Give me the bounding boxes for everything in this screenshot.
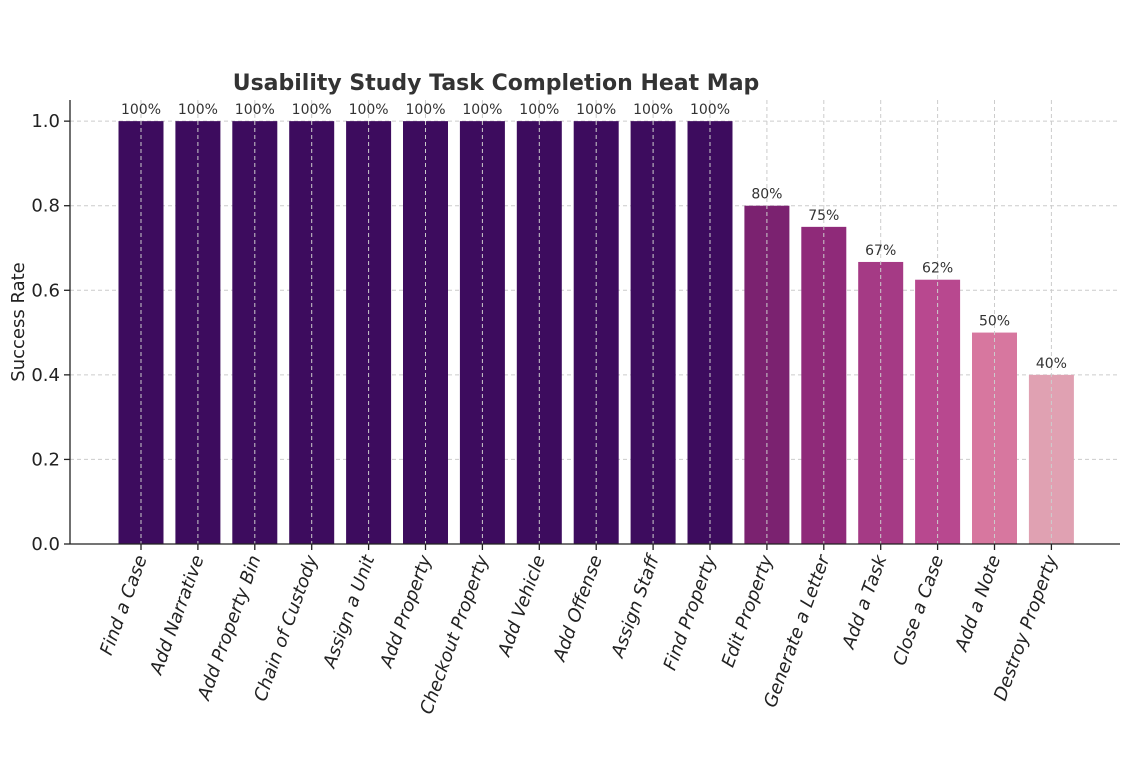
data-label: 100% (690, 102, 730, 118)
x-tick-label: Add Narrative (146, 553, 209, 679)
data-label: 100% (121, 102, 161, 118)
x-tick-label: Add Vehicle (494, 553, 550, 660)
y-tick-label: 0.6 (31, 280, 60, 301)
x-tick-label: Close a Case (889, 553, 948, 669)
data-label: 100% (235, 102, 275, 118)
data-label: 100% (633, 102, 673, 118)
data-labels: 100% 100% 100% 100% 100% 100% 100% 100% 100% 100%… (121, 102, 1067, 372)
y-tick-label: 0.8 (31, 196, 60, 217)
data-label: 100% (178, 102, 218, 118)
x-tick-label: Assign a Unit (319, 552, 380, 672)
data-label: 67% (865, 243, 896, 259)
data-label: 100% (576, 102, 616, 118)
chart-title: Usability Study Task Completion Heat Map (233, 71, 760, 96)
y-tick-label: 0.2 (31, 449, 60, 470)
data-label: 100% (405, 102, 445, 118)
x-tick-label: Chain of Custody (250, 552, 322, 704)
data-label: 40% (1036, 356, 1067, 372)
x-tick-label: Find a Case (96, 553, 152, 659)
data-label: 50% (979, 314, 1010, 330)
y-tick-label: 0.4 (31, 365, 60, 386)
y-tick-labels: 0.0 0.2 0.4 0.6 0.8 1.0 (31, 111, 60, 555)
axes (64, 100, 1120, 550)
data-label: 100% (292, 102, 332, 118)
y-tick-label: 0.0 (31, 534, 60, 555)
x-tick-label: Add a Task (838, 551, 892, 652)
data-label: 100% (519, 102, 559, 118)
x-tick-label: Destroy Property (990, 552, 1062, 703)
data-label: 80% (751, 187, 782, 203)
x-tick-label: Add Property (376, 552, 436, 671)
bar (801, 226, 847, 544)
x-tick-label: Add Offense (549, 553, 607, 665)
x-tick-label: Edit Property (718, 552, 778, 670)
y-axis-title: Success Rate (8, 262, 29, 381)
x-tick-label: Add a Note (951, 553, 1005, 655)
data-label: 75% (808, 208, 839, 224)
y-tick-label: 1.0 (31, 111, 60, 132)
data-label: 100% (349, 102, 389, 118)
data-label: 100% (462, 102, 502, 118)
x-tick-label: Find Property (660, 552, 721, 673)
x-tick-label: Add Property Bin (193, 553, 265, 704)
data-label: 62% (922, 261, 953, 277)
x-tick-label: Assign Staff (607, 551, 664, 662)
vertical-grid-lines (140, 100, 1052, 544)
